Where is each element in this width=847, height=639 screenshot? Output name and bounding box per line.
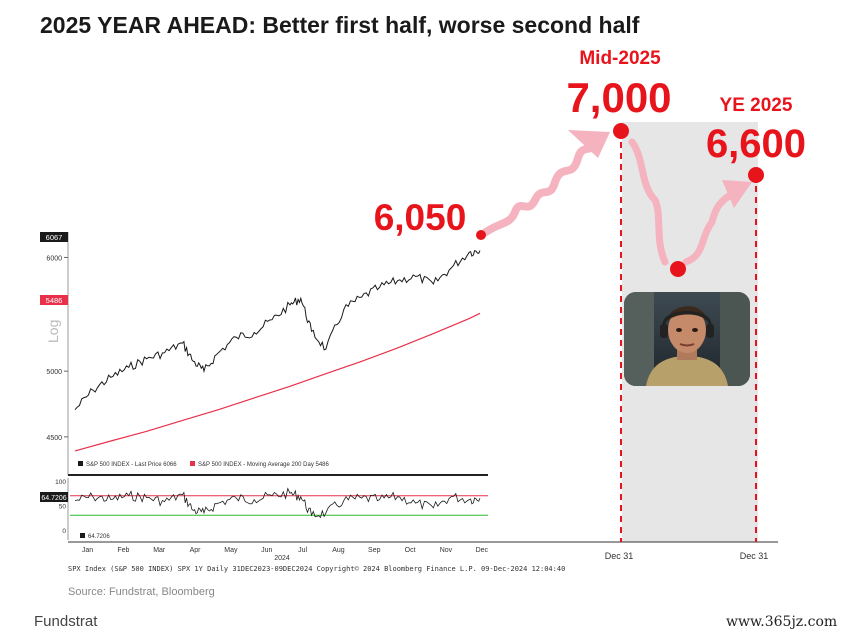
- price-y-tick-label: 5000: [46, 369, 62, 376]
- price-line: [74, 250, 481, 411]
- trough-point: [670, 261, 686, 277]
- rsi-y-tick-label: 100: [55, 479, 66, 486]
- mid-2025-label: Mid-2025: [579, 48, 661, 69]
- x-tick-label: Sep: [368, 547, 381, 554]
- legend-swatch-price: [78, 461, 83, 466]
- page-title: 2025 YEAR AHEAD: Better first half, wors…: [40, 12, 640, 38]
- price-panel: 4500 5000 6000 Log 6067 5486 S&P 500 INDEX…: [40, 232, 488, 476]
- recover-arrow-head: [722, 180, 752, 208]
- ma-tag: 5486: [46, 296, 63, 305]
- rsi-panel: 0 50 100 64.7206 64.7206: [40, 478, 488, 540]
- x-tick-label: Jul: [298, 547, 307, 554]
- x-axis: Jan Feb Mar Apr May Jun Jul Aug Sep Oct Nov Dec 202…: [68, 541, 778, 562]
- credit-label: Fundstrat: [34, 613, 98, 630]
- rsi-legend-label: 64.7206: [88, 534, 110, 540]
- person-photo-icon: [624, 292, 750, 386]
- rsi-tag: 64.7206: [41, 495, 66, 502]
- x-tick-labels: Jan Feb Mar Apr May Jun Jul Aug Sep Oct Nov Dec: [82, 547, 489, 554]
- forecast-annotation: 6,050 Mid-2025 7,000 YE 2025 6,600: [374, 48, 806, 542]
- ye-2025-point: [748, 167, 764, 183]
- price-tag-box: [40, 232, 68, 242]
- x-tick-label: Feb: [117, 547, 129, 554]
- x-tick-label: Jun: [261, 547, 272, 554]
- moving-average-line: [74, 312, 481, 452]
- rsi-y-tick-label: 50: [59, 504, 67, 511]
- x-tick-mid-2025: Dec 31: [605, 551, 634, 561]
- rise-arrow-path: [482, 136, 604, 236]
- x-tick-label: Aug: [332, 547, 345, 554]
- current-value-label: 6,050: [374, 197, 467, 238]
- ma-tag-box: [40, 295, 68, 305]
- rsi-y-tick-label: 0: [62, 528, 66, 535]
- mid-2025-value-label: 7,000: [566, 74, 671, 121]
- rise-arrow-head: [568, 130, 610, 158]
- price-tag: 6067: [46, 233, 63, 242]
- rsi-line: [74, 487, 481, 519]
- rsi-y-ticks: 0 50 100: [55, 479, 66, 535]
- legend-label-ma: S&P 500 INDEX - Moving Average 200 Day 5…: [198, 462, 330, 468]
- price-y-ticks: 4500 5000 6000: [46, 255, 68, 442]
- x-tick-label: Nov: [440, 547, 453, 554]
- rsi-legend-swatch: [80, 533, 85, 538]
- price-legend: S&P 500 INDEX - Last Price 6066 S&P 500 …: [78, 461, 330, 468]
- rsi-tag-box: [40, 492, 68, 502]
- price-y-label: Log: [45, 320, 61, 343]
- current-point: [476, 230, 486, 240]
- watermark: www.365jz.com: [726, 614, 838, 630]
- fall-arrow-path: [628, 138, 669, 266]
- x-year-label: 2024: [274, 555, 290, 562]
- x-tick-label: Apr: [190, 547, 202, 554]
- bloomberg-footer: SPX Index (S&P 500 INDEX) SPX 1Y Daily 3…: [68, 565, 566, 573]
- x-tick-ye-2025: Dec 31: [740, 551, 769, 561]
- x-tick-label: Mar: [153, 547, 166, 554]
- ye-2025-label: YE 2025: [720, 95, 793, 116]
- x-tick-label: Dec: [476, 547, 489, 554]
- recover-arrow-path: [682, 188, 739, 266]
- source-note: Source: Fundstrat, Bloomberg: [68, 586, 215, 598]
- x-tick-label: Jan: [82, 547, 93, 554]
- x-tick-label: Oct: [405, 547, 416, 554]
- price-y-tick-label: 4500: [46, 435, 62, 442]
- price-y-tick-label: 6000: [46, 255, 62, 262]
- x-tick-label: May: [224, 547, 238, 554]
- legend-label-price: S&P 500 INDEX - Last Price 6066: [86, 462, 177, 468]
- legend-swatch-ma: [190, 461, 195, 466]
- mid-2025-point: [613, 123, 629, 139]
- person-photo-drawing: [624, 292, 750, 386]
- ye-2025-value-label: 6,600: [706, 122, 806, 166]
